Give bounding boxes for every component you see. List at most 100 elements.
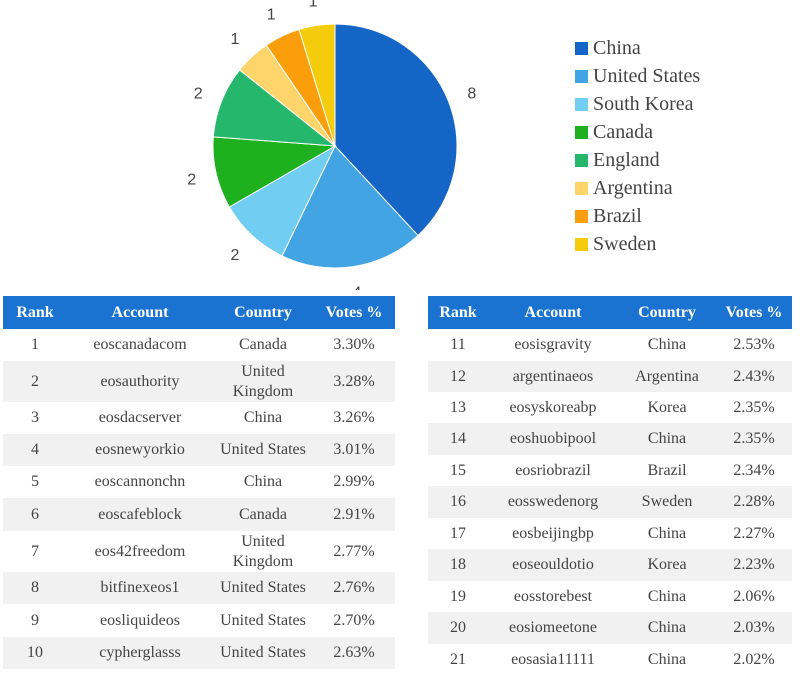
cell-rank: 6 xyxy=(3,498,67,531)
cell-account: eosbeijingbp xyxy=(488,518,618,549)
cell-rank: 16 xyxy=(428,486,488,518)
cell-votes: 2.70% xyxy=(313,604,395,637)
header-account: Account xyxy=(67,296,213,329)
table-row: 13 eosyskoreabp Korea 2.35% xyxy=(428,392,792,423)
cell-rank: 8 xyxy=(3,572,67,604)
legend-item: Sweden xyxy=(575,230,700,258)
legend-item: England xyxy=(575,146,700,174)
table-row: 9 eosliquideos United States 2.70% xyxy=(3,604,395,637)
table-header-row: Rank Account Country Votes % xyxy=(3,296,395,329)
cell-votes: 3.01% xyxy=(313,434,395,466)
table-row: 16 eosswedenorg Sweden 2.28% xyxy=(428,486,792,518)
slice-value-label: 1 xyxy=(231,31,240,48)
cell-rank: 1 xyxy=(3,329,67,361)
header-rank: Rank xyxy=(428,296,488,329)
legend-label: Argentina xyxy=(593,176,673,199)
cell-account: eosliquideos xyxy=(67,604,213,637)
legend-item: Argentina xyxy=(575,174,700,202)
table-row: 7 eos42freedom United Kingdom 2.77% xyxy=(3,531,395,572)
legend-label: United States xyxy=(593,64,701,87)
cell-country: United States xyxy=(213,604,313,637)
rank-table-left: Rank Account Country Votes % 1 eoscanadac… xyxy=(3,296,395,669)
legend-label: Sweden xyxy=(593,232,657,255)
cell-country: Canada xyxy=(213,329,313,361)
cell-country: China xyxy=(618,329,716,361)
cell-account: eosriobrazil xyxy=(488,455,618,486)
legend-swatch xyxy=(575,125,588,139)
legend-label: Canada xyxy=(593,120,653,143)
cell-country: China xyxy=(213,466,313,498)
cell-account: eoscafeblock xyxy=(67,498,213,531)
slice-value-label: 2 xyxy=(194,85,203,102)
cell-votes: 3.30% xyxy=(313,329,395,361)
cell-rank: 10 xyxy=(3,637,67,669)
table-row: 3 eosdacserver China 3.26% xyxy=(3,402,395,434)
legend-item: United States xyxy=(575,62,700,90)
chart-legend: China United States South Korea Canada Engla… xyxy=(575,34,700,258)
pie-chart: 8 4 2 2 2 1 1 1 xyxy=(180,0,500,301)
cell-account: eosauthority xyxy=(67,361,213,402)
cell-country: United States xyxy=(213,434,313,466)
table-header-row: Rank Account Country Votes % xyxy=(428,296,792,329)
cell-votes: 2.27% xyxy=(716,518,792,549)
cell-country: United Kingdom xyxy=(213,361,313,402)
pie-slice-sweden xyxy=(298,23,336,147)
cell-votes: 2.35% xyxy=(716,392,792,423)
cell-account: argentinaeos xyxy=(488,361,618,392)
table-row: 18 eoseouldotio Korea 2.23% xyxy=(428,549,792,581)
cell-rank: 5 xyxy=(3,466,67,498)
legend-item: South Korea xyxy=(575,90,700,118)
cell-votes: 2.28% xyxy=(716,486,792,518)
legend-swatch xyxy=(575,97,588,111)
cell-votes: 2.43% xyxy=(716,361,792,392)
legend-swatch xyxy=(575,153,588,167)
legend-swatch xyxy=(575,237,588,251)
legend-label: China xyxy=(593,36,641,59)
header-rank: Rank xyxy=(3,296,67,329)
cell-account: eosyskoreabp xyxy=(488,392,618,423)
cell-country: Canada xyxy=(213,498,313,531)
table-row: 5 eoscannonchn China 2.99% xyxy=(3,466,395,498)
cell-account: bitfinexeos1 xyxy=(67,572,213,604)
slice-value-label: 8 xyxy=(467,85,476,102)
cell-account: eoscannonchn xyxy=(67,466,213,498)
cell-country: Korea xyxy=(618,392,716,423)
cell-votes: 2.99% xyxy=(313,466,395,498)
table-row: 19 eosstorebest China 2.06% xyxy=(428,581,792,612)
legend-label: South Korea xyxy=(593,92,694,115)
cell-account: eoseouldotio xyxy=(488,549,618,581)
cell-votes: 2.23% xyxy=(716,549,792,581)
cell-votes: 2.03% xyxy=(716,612,792,644)
header-votes: Votes % xyxy=(716,296,792,329)
cell-votes: 2.06% xyxy=(716,581,792,612)
table-row: 8 bitfinexeos1 United States 2.76% xyxy=(3,572,395,604)
cell-account: eoscanadacom xyxy=(67,329,213,361)
cell-rank: 4 xyxy=(3,434,67,466)
cell-votes: 3.26% xyxy=(313,402,395,434)
cell-rank: 20 xyxy=(428,612,488,644)
table-row: 12 argentinaeos Argentina 2.43% xyxy=(428,361,792,392)
legend-swatch xyxy=(575,181,588,195)
cell-votes: 2.53% xyxy=(716,329,792,361)
cell-votes: 2.77% xyxy=(313,531,395,572)
legend-item: China xyxy=(575,34,700,62)
table-row: 10 cypherglasss United States 2.63% xyxy=(3,637,395,669)
pie-slice-china xyxy=(334,23,458,237)
cell-country: China xyxy=(213,402,313,434)
cell-rank: 18 xyxy=(428,549,488,581)
table-row: 1 eoscanadacom Canada 3.30% xyxy=(3,329,395,361)
cell-votes: 2.63% xyxy=(313,637,395,669)
cell-votes: 3.28% xyxy=(313,361,395,402)
header-account: Account xyxy=(488,296,618,329)
cell-country: United States xyxy=(213,637,313,669)
header-country: Country xyxy=(618,296,716,329)
cell-account: eosnewyorkio xyxy=(67,434,213,466)
cell-country: China xyxy=(618,581,716,612)
cell-rank: 15 xyxy=(428,455,488,486)
cell-rank: 21 xyxy=(428,644,488,675)
cell-votes: 2.35% xyxy=(716,423,792,455)
cell-rank: 14 xyxy=(428,423,488,455)
cell-account: cypherglasss xyxy=(67,637,213,669)
table-row: 20 eosiomeetone China 2.03% xyxy=(428,612,792,644)
header-country: Country xyxy=(213,296,313,329)
